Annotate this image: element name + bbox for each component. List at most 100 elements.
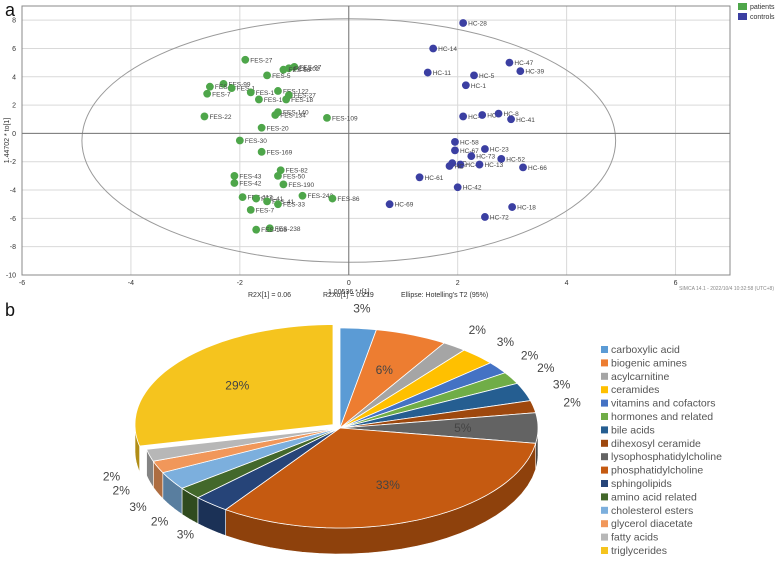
pie-legend-label: glycerol diacetate	[611, 518, 693, 530]
patients-point-label: FES-102	[294, 66, 320, 73]
patients-point-label: FES-41	[261, 196, 283, 203]
controls-point-label: HC-72	[490, 214, 509, 221]
x-tick-label: 0	[347, 280, 351, 287]
y-tick-label: -8	[10, 244, 16, 251]
controls-point	[481, 145, 489, 153]
pie-slice	[181, 427, 341, 499]
y-tick-label: -4	[10, 188, 16, 195]
controls-point-label: HC-73	[476, 154, 495, 161]
controls-point-label: HC-1	[471, 83, 487, 90]
patients-point-label: FES-86	[337, 196, 359, 203]
controls-point-label: HC-13	[484, 162, 503, 169]
pie-legend-swatch	[601, 493, 608, 501]
pie-legend-swatch	[601, 413, 608, 420]
y-tick-label: -2	[10, 159, 16, 166]
patients-point-label: FES-99	[229, 81, 251, 88]
patients-point-label: FES-42	[239, 180, 261, 187]
pie-legend-swatch	[601, 480, 608, 487]
patients-point-label: FES-1	[264, 97, 283, 104]
controls-point-label: HC-58	[460, 139, 479, 146]
controls-point-label: HC-39	[525, 69, 544, 76]
pie-legend-swatch	[601, 426, 608, 434]
patients-point	[274, 200, 282, 209]
pie-data-labels: 3%6%2%3%2%2%3%2%5%33%3%2%3%2%2%29%	[103, 302, 581, 542]
controls-point-label: HC-14	[438, 46, 457, 53]
pie-legend-label: phosphatidylcholine	[611, 465, 703, 477]
patients-point	[227, 84, 236, 93]
pie-data-label: 2%	[521, 349, 539, 363]
patients-point	[323, 113, 331, 122]
y-tick-label: -10	[6, 273, 16, 280]
pie-legend-swatch	[601, 399, 608, 407]
controls-point-label: HC-	[455, 163, 467, 170]
patients-point-label: FES-238	[275, 226, 301, 233]
scatter-points: FES-27FES-97FES-102FES-68FES-5FES-99FES-…	[200, 19, 547, 234]
patients-point	[238, 193, 247, 202]
patients-point	[279, 180, 288, 189]
pie-data-label: 3%	[553, 378, 571, 392]
pie-legend-swatch	[601, 346, 608, 353]
controls-point	[470, 71, 478, 80]
controls-point-label: HC-11	[433, 70, 452, 77]
patients-point-label: FES-68	[288, 67, 310, 74]
x-tick-label: 4	[565, 280, 569, 287]
controls-point	[475, 160, 484, 169]
controls-point-label: HC-52	[506, 156, 525, 163]
pie-chart: 3%6%2%3%2%2%3%2%5%33%3%2%3%2%2%29% carbo…	[103, 302, 722, 558]
patients-point-label: FES-27	[250, 57, 272, 64]
patients-point	[257, 147, 266, 156]
controls-point	[459, 112, 468, 121]
pie-data-label: 2%	[469, 323, 487, 337]
patients-point	[241, 55, 250, 64]
pie-legend-swatch	[601, 533, 608, 541]
pie-legend-label: amino acid related	[611, 491, 697, 503]
patients-point	[282, 95, 291, 104]
pie-slice	[339, 412, 539, 444]
pie-legend-swatch	[601, 547, 608, 554]
pie-legend-label: hormones and related	[611, 411, 713, 423]
y-tick-label: 0	[12, 131, 16, 138]
controls-point	[385, 200, 394, 209]
controls-point-label: HC-28	[468, 20, 487, 27]
patients-point	[274, 87, 282, 95]
controls-point	[459, 19, 468, 27]
y-tick-label: 2	[12, 103, 16, 110]
x-axis-label: 1.00536 * t[1]	[328, 289, 370, 296]
patients-point-label: FES-4	[215, 84, 234, 91]
pie-slice	[339, 329, 446, 430]
pie-slice	[339, 400, 537, 429]
pie-slice	[162, 427, 341, 489]
software-credit: SIMCA 14.1 - 2022/10/4 10:32:58 (UTC+8)	[679, 286, 774, 292]
x-tick-label: -4	[128, 280, 134, 287]
pie-slice	[146, 427, 341, 462]
pie-slice	[339, 342, 465, 429]
patients-point	[274, 171, 282, 180]
controls-point	[445, 162, 454, 170]
pie-slice	[339, 382, 532, 429]
patients-point	[255, 95, 263, 104]
pie-slice	[134, 324, 334, 447]
patients-point-label: FES-18	[291, 97, 313, 104]
patients-point	[263, 197, 271, 206]
patients-point-label: FES-190	[288, 182, 314, 189]
patients-point	[230, 179, 239, 187]
x-tick-label: -2	[237, 280, 243, 287]
ellipse-text: Ellipse: Hotelling's T2 (95%)	[401, 292, 488, 299]
patients-point	[203, 89, 212, 98]
y-tick-label: 8	[12, 18, 16, 25]
controls-point	[497, 155, 506, 163]
pie-data-label: 3%	[497, 335, 515, 349]
controls-point-label: HC-47	[514, 60, 533, 67]
controls-point	[451, 146, 459, 155]
controls-point-label: HC-69	[395, 202, 414, 209]
scatter-grid	[21, 6, 730, 276]
pie-data-label: 3%	[177, 528, 195, 542]
pie-slice	[339, 349, 492, 429]
controls-legend-swatch	[738, 13, 747, 20]
controls-point	[516, 67, 525, 76]
y-tick-label: 4	[12, 74, 16, 81]
patients-point	[246, 205, 255, 214]
scatter-axes: -6 -4 -2 0 2 4 6 -10 -8 -6 -4 -2 0 2 4 6 8 1.00536 * t[1]…	[4, 5, 731, 296]
patients-point	[246, 88, 255, 97]
pie-legend-label: ceramides	[611, 384, 659, 396]
